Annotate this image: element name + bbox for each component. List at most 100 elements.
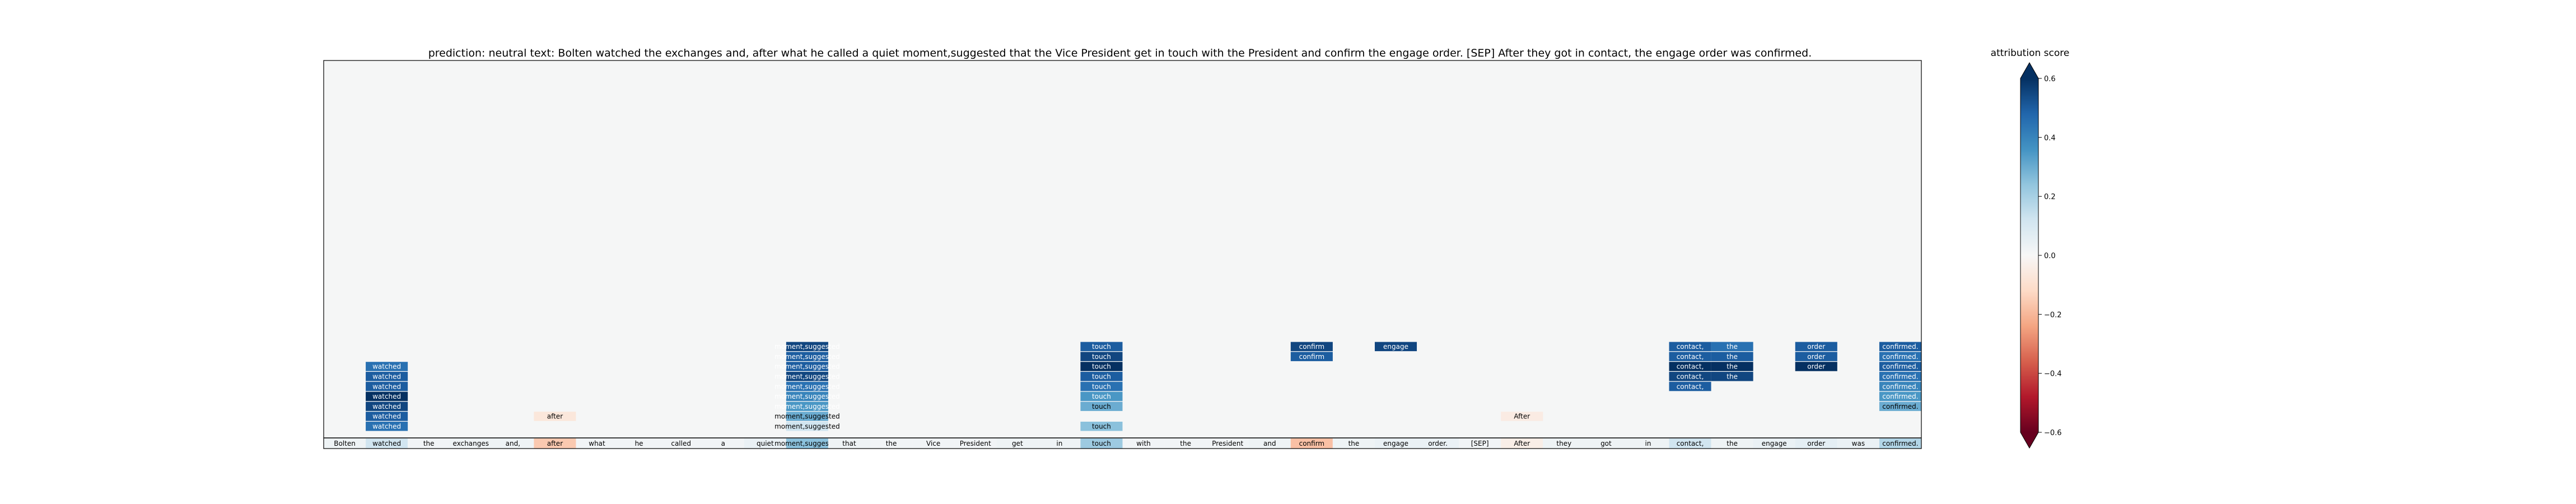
token-cell xyxy=(1206,438,1249,449)
token-cell xyxy=(660,438,702,449)
colorbar-tick-label: −0.6 xyxy=(2044,429,2062,437)
attribution-cell xyxy=(1795,352,1837,361)
token-cell xyxy=(954,438,997,449)
token-label: contact, xyxy=(1677,440,1704,447)
attribution-cell xyxy=(366,422,408,431)
attribution-cell xyxy=(786,402,828,411)
attribution-cell-label: touch xyxy=(1092,353,1111,361)
token-cell xyxy=(1122,438,1165,449)
attribution-cell xyxy=(1501,412,1543,421)
token-label: what xyxy=(589,440,605,447)
token-label: the xyxy=(1180,440,1191,447)
attribution-cell xyxy=(1879,352,1921,361)
attribution-cell xyxy=(1080,342,1123,352)
token-label: get xyxy=(1012,440,1023,447)
token-cell xyxy=(1417,438,1459,449)
attribution-cell-label: touch xyxy=(1092,343,1111,351)
attribution-cell xyxy=(1795,342,1837,352)
attribution-cell-label: moment,suggested xyxy=(774,423,840,431)
token-label: order. xyxy=(1428,440,1448,447)
colorbar-max-extension xyxy=(2020,63,2038,78)
token-cell xyxy=(1753,438,1795,449)
attribution-cell-label: contact, xyxy=(1677,373,1704,381)
token-cell xyxy=(1543,438,1585,449)
attribution-cell-label: watched xyxy=(372,382,401,390)
token-label: engage xyxy=(1383,440,1408,447)
attribution-cell xyxy=(534,412,576,421)
attribution-cell xyxy=(1080,381,1123,391)
attribution-cell xyxy=(1669,381,1711,391)
attribution-cell-label: contact, xyxy=(1677,343,1704,351)
token-label: Vice xyxy=(926,440,940,447)
token-label: quiet xyxy=(757,440,774,447)
heatmap-cells: watchedwatchedwatchedwatchedwatchedwatch… xyxy=(366,342,1921,431)
attribution-cell-label: touch xyxy=(1092,403,1111,410)
attribution-cell-label: confirmed. xyxy=(1882,382,1918,390)
attribution-cell xyxy=(366,402,408,411)
token-row: Bolten watched the exchanges and, after what he… xyxy=(324,438,1921,449)
token-cell xyxy=(1332,438,1375,449)
token-label: after xyxy=(547,440,563,447)
attribution-cell xyxy=(1080,391,1123,402)
token-label: watched xyxy=(372,440,401,447)
attribution-cell-label: confirmed. xyxy=(1882,393,1918,400)
token-cell xyxy=(912,438,955,449)
attribution-cell xyxy=(1290,342,1333,352)
token-cell xyxy=(1837,438,1879,449)
token-label: got xyxy=(1600,440,1612,447)
attribution-cell-label: moment,suggested xyxy=(774,363,840,371)
attribution-cell-label: moment,suggested xyxy=(774,382,840,390)
attribution-cell xyxy=(786,342,828,352)
token-cell xyxy=(1879,438,1921,449)
attribution-cell-label: moment,suggested xyxy=(774,343,840,351)
token-cell xyxy=(1290,438,1333,449)
token-label: [SEP] xyxy=(1471,440,1489,447)
token-label: he xyxy=(635,440,643,447)
attribution-cell-label: moment,suggested xyxy=(774,393,840,400)
token-label: Bolten xyxy=(334,440,356,447)
token-cell xyxy=(576,438,618,449)
attribution-cell-label: moment,suggested xyxy=(774,373,840,381)
attribution-cell xyxy=(1669,352,1711,361)
attribution-cell xyxy=(786,381,828,391)
token-label: the xyxy=(423,440,435,447)
attribution-cell xyxy=(1080,372,1123,381)
token-label: After xyxy=(1514,440,1530,447)
token-label: a xyxy=(721,440,725,447)
token-label: in xyxy=(1056,440,1062,447)
attribution-cell-label: the xyxy=(1726,373,1738,381)
attribution-cell xyxy=(786,422,828,431)
colorbar-ticks: 0.6 0.4 0.2 0.0 −0.2 −0.4 −0.6 xyxy=(2038,75,2062,437)
token-label: President xyxy=(960,440,991,447)
colorbar-tick-label: 0.0 xyxy=(2044,252,2056,260)
colorbar-tick-label: 0.2 xyxy=(2044,193,2056,202)
token-cell xyxy=(1585,438,1627,449)
attribution-cell xyxy=(1879,362,1921,371)
attribution-cell xyxy=(1669,372,1711,381)
attribution-cell-label: contact, xyxy=(1677,363,1704,371)
token-cell xyxy=(366,438,408,449)
attribution-cell xyxy=(1879,381,1921,391)
token-cell xyxy=(1501,438,1543,449)
token-label: and, xyxy=(506,440,520,447)
token-cell xyxy=(828,438,871,449)
attribution-cell-label: confirmed. xyxy=(1882,403,1918,410)
token-label: with xyxy=(1136,440,1150,447)
attribution-cell xyxy=(786,352,828,361)
attribution-cell xyxy=(1879,372,1921,381)
attribution-cell xyxy=(786,391,828,402)
token-cell xyxy=(996,438,1039,449)
attribution-cell xyxy=(1711,362,1753,371)
token-cell xyxy=(870,438,913,449)
attribution-cell-label: confirmed. xyxy=(1882,353,1918,361)
token-label: and xyxy=(1263,440,1276,447)
attribution-cell-label: confirmed. xyxy=(1882,343,1918,351)
token-cell xyxy=(1038,438,1081,449)
attribution-cell-label: watched xyxy=(372,373,401,381)
attribution-cell xyxy=(366,381,408,391)
attribution-cell-label: contact, xyxy=(1677,353,1704,361)
attribution-cell xyxy=(1711,372,1753,381)
colorbar-tick-label: 0.6 xyxy=(2044,75,2056,83)
token-cell xyxy=(702,438,744,449)
attribution-cell-label: moment,suggested xyxy=(774,413,840,421)
